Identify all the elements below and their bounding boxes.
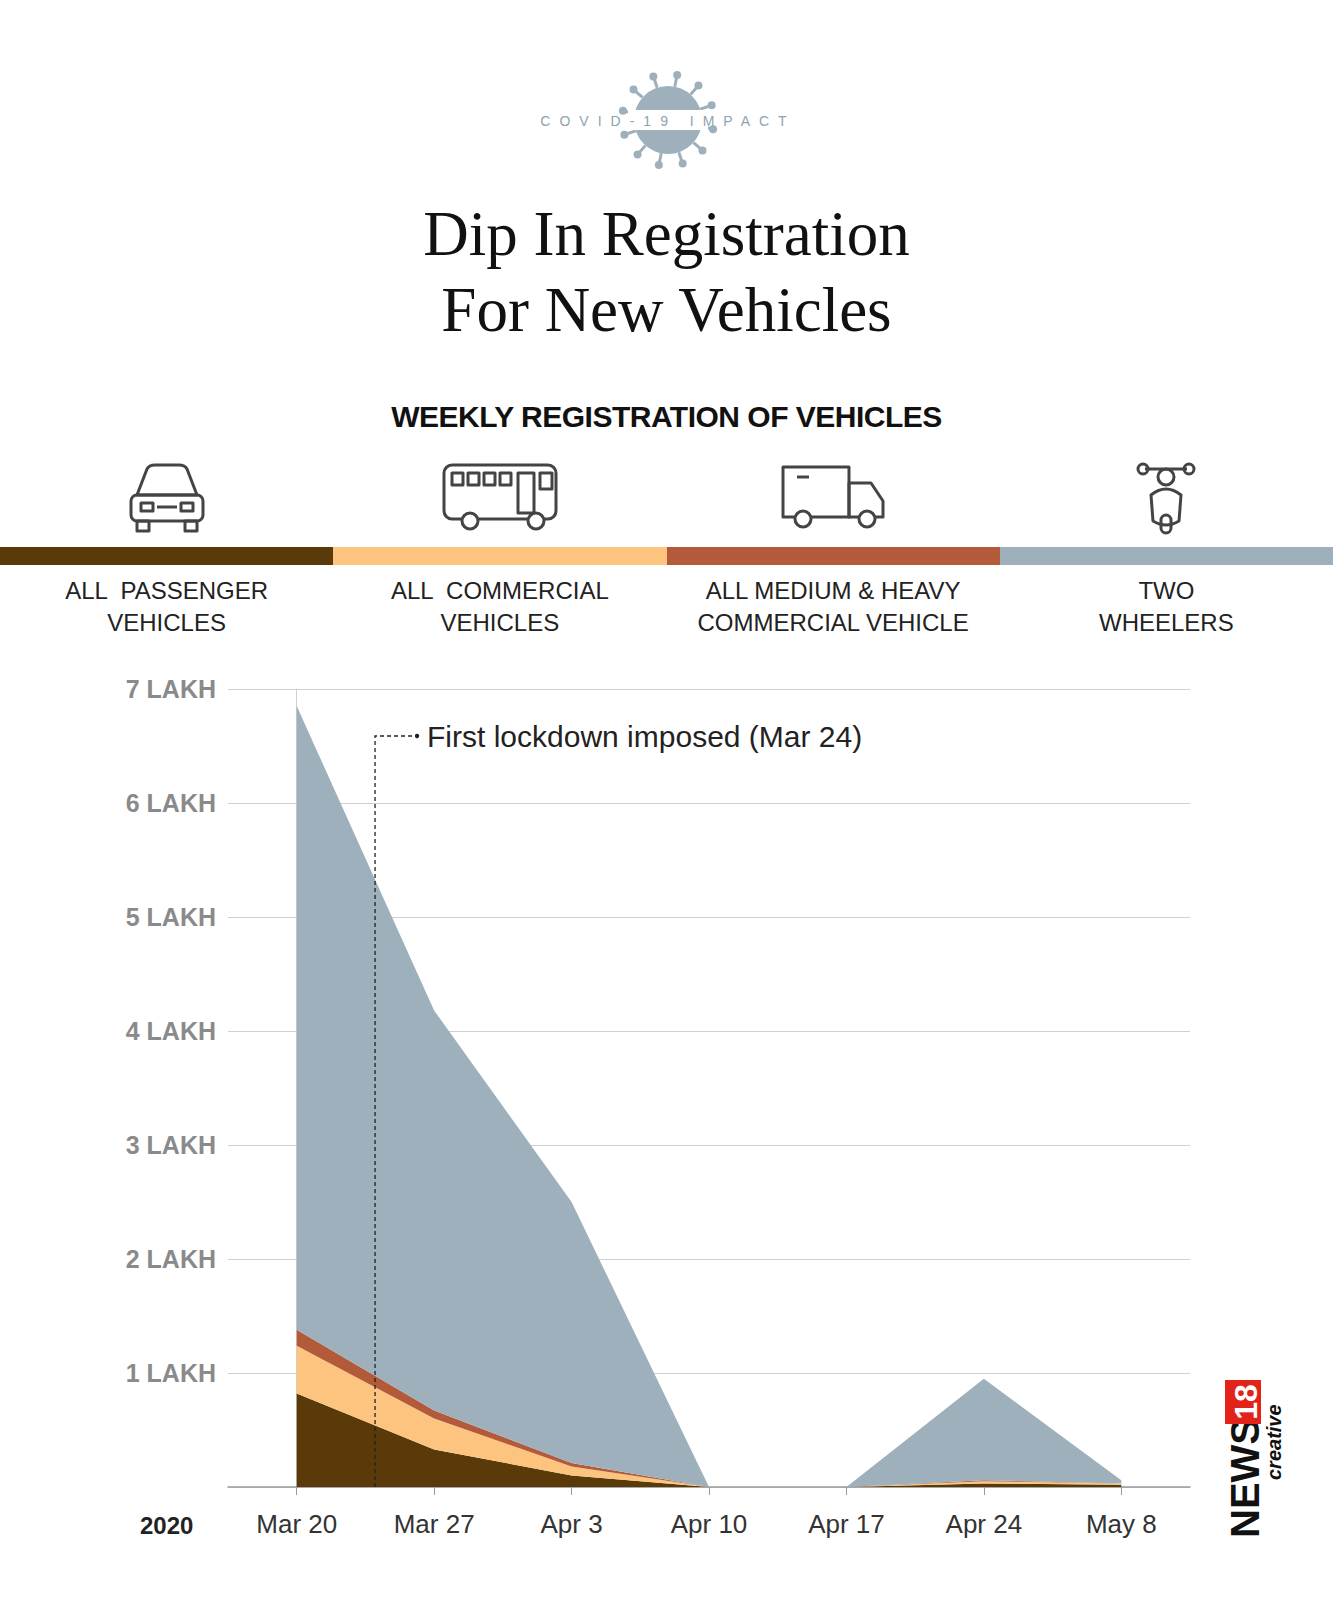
svg-text:7 LAKH: 7 LAKH bbox=[126, 675, 216, 703]
html-text:Dip In Registration For New Ve: Dip In Registration For New Vehicles bbox=[423, 199, 910, 345]
html-text:TWO WHEELERS: TWO WHEELERS bbox=[1099, 577, 1234, 636]
svg-text:First lockdown imposed (Mar 24: First lockdown imposed (Mar 24) bbox=[427, 720, 862, 753]
svg-text:Apr 10: Apr 10 bbox=[671, 1509, 748, 1539]
svg-text:Apr 17: Apr 17 bbox=[808, 1509, 885, 1539]
html-text:ALL COMMERCIAL VEHICLES: ALL COMMERCIAL VEHICLES bbox=[391, 577, 609, 636]
svg-text:2020: 2020 bbox=[140, 1512, 193, 1539]
svg-text:1 LAKH: 1 LAKH bbox=[126, 1359, 216, 1387]
svg-text:NEWS: NEWS bbox=[1223, 1418, 1267, 1538]
svg-text:May 8: May 8 bbox=[1086, 1509, 1157, 1539]
html-text:ALL PASSENGER VEHICLES: ALL PASSENGER VEHICLES bbox=[65, 577, 268, 636]
svg-text:4 LAKH: 4 LAKH bbox=[126, 1017, 216, 1045]
svg-text:Apr 3: Apr 3 bbox=[540, 1509, 602, 1539]
html-text:ALL MEDIUM & HEAVY COMMERCIAL: ALL MEDIUM & HEAVY COMMERCIAL VEHICLE bbox=[697, 577, 969, 636]
svg-text:6 LAKH: 6 LAKH bbox=[126, 789, 216, 817]
svg-text:3 LAKH: 3 LAKH bbox=[126, 1131, 216, 1159]
svg-text:COVID-19 IMPACT: COVID-19 IMPACT bbox=[540, 113, 795, 129]
svg-text:Mar 27: Mar 27 bbox=[394, 1509, 475, 1539]
html-text:WEEKLY REGISTRATION OF VEHICLE: WEEKLY REGISTRATION OF VEHICLES bbox=[391, 400, 942, 433]
svg-text:creative: creative bbox=[1263, 1404, 1285, 1480]
svg-text:5 LAKH: 5 LAKH bbox=[126, 903, 216, 931]
svg-text:18: 18 bbox=[1228, 1384, 1264, 1420]
svg-text:2 LAKH: 2 LAKH bbox=[126, 1245, 216, 1273]
svg-text:Apr 24: Apr 24 bbox=[946, 1509, 1023, 1539]
svg-text:Mar 20: Mar 20 bbox=[256, 1509, 337, 1539]
